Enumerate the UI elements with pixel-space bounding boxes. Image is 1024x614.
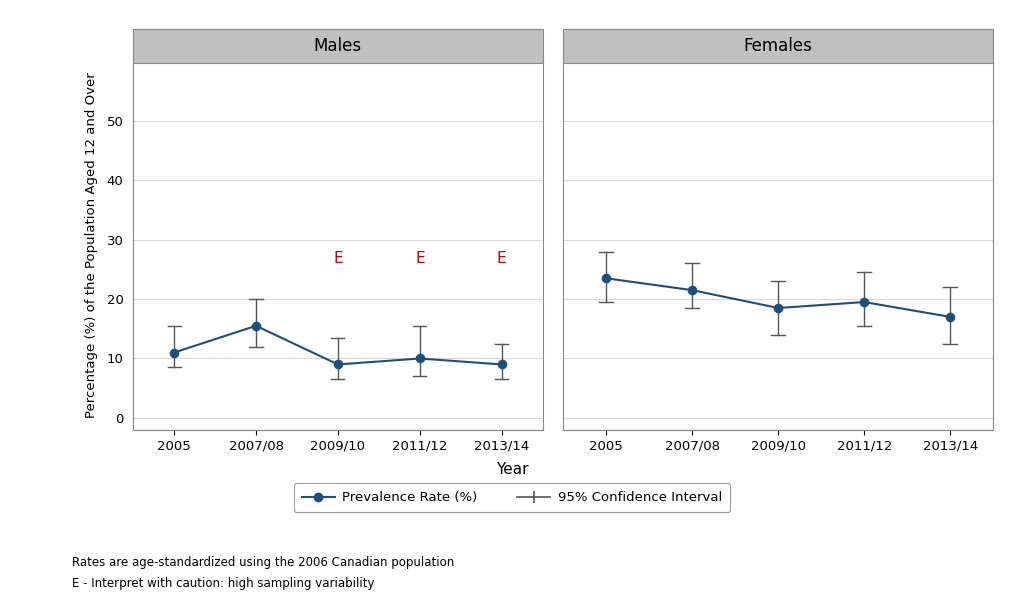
Legend: Prevalence Rate (%), 95% Confidence Interval: Prevalence Rate (%), 95% Confidence Inte… — [294, 483, 730, 512]
Point — [248, 321, 264, 331]
Text: Males: Males — [314, 37, 361, 55]
Point — [412, 354, 428, 363]
Point — [856, 297, 872, 307]
Text: E: E — [333, 251, 343, 266]
Text: E: E — [415, 251, 425, 266]
Y-axis label: Percentage (%) of the Population Aged 12 and Over: Percentage (%) of the Population Aged 12… — [85, 72, 98, 419]
Text: Females: Females — [743, 37, 813, 55]
Point — [598, 273, 614, 283]
Point — [942, 312, 958, 322]
Point — [684, 286, 700, 295]
Point — [494, 360, 510, 370]
Text: E - Interpret with caution: high sampling variability: E - Interpret with caution: high samplin… — [72, 577, 374, 590]
Point — [770, 303, 786, 313]
Text: E: E — [497, 251, 507, 266]
Text: Year: Year — [496, 462, 528, 477]
Point — [166, 348, 182, 357]
Point — [330, 360, 346, 370]
Text: Rates are age-standardized using the 2006 Canadian population: Rates are age-standardized using the 200… — [72, 556, 454, 569]
